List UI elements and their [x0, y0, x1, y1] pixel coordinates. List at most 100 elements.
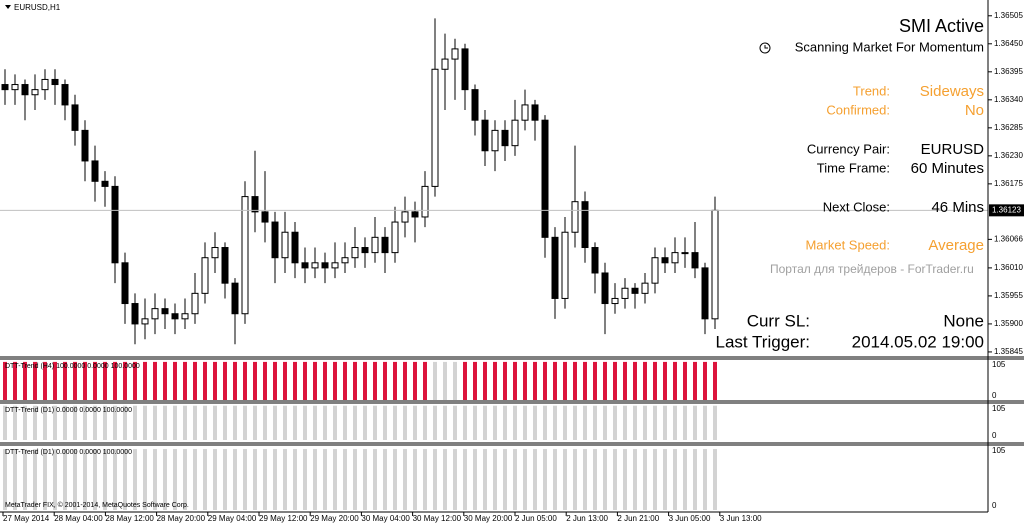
candle-body [161, 308, 169, 315]
indicator-bar [453, 449, 457, 510]
candle-body [121, 262, 129, 305]
indicator-bar [53, 405, 57, 440]
indicator-bar [623, 361, 627, 400]
indicator-bar [693, 449, 697, 510]
row-label: Next Close: [823, 199, 890, 214]
indicator-label: DTT-Trend (D1) 0.0000 0.0000 100.0000 [5, 449, 132, 456]
menu-arrow[interactable] [5, 5, 11, 9]
indicator-bar [563, 449, 567, 510]
indicator-bar [333, 361, 337, 400]
indicator-bar [503, 361, 507, 400]
indicator-bar [123, 405, 127, 440]
candle-body [501, 129, 509, 147]
indicator-bar [463, 449, 467, 510]
x-tick-label: 30 May 12:00 [413, 514, 462, 523]
indicator-bar [153, 405, 157, 440]
indicator-bar [553, 449, 557, 510]
indicator-bar [363, 449, 367, 510]
indicator-bar [173, 405, 177, 440]
big-row-value: None [943, 311, 984, 330]
indicator-bar [63, 361, 67, 400]
indicator-bar [213, 405, 217, 440]
indicator-bar [23, 405, 27, 440]
indicator-bar [323, 405, 327, 440]
big-row-value: 2014.05.02 19:00 [852, 332, 984, 351]
candle-body [521, 104, 529, 121]
indicator-bar [523, 405, 527, 440]
x-tick-label: 29 May 20:00 [310, 514, 359, 523]
candle-body [131, 303, 139, 325]
indicator-bar [313, 405, 317, 440]
candle-body [611, 297, 619, 305]
indicator-bar [223, 361, 227, 400]
candle-body [601, 272, 609, 305]
y-tick-label: 1.36175 [994, 179, 1023, 188]
y-tick-label: 105 [992, 404, 1006, 413]
indicator-bar [693, 405, 697, 440]
candle-body [551, 236, 559, 299]
indicator-bar [713, 361, 717, 400]
row-label: Trend: [853, 83, 890, 98]
indicator-bar [333, 405, 337, 440]
x-tick-label: 27 May 2014 [3, 514, 50, 523]
indicator-bar [673, 449, 677, 510]
indicator-bar [63, 449, 67, 510]
indicator-bar [623, 449, 627, 510]
indicator-bar [413, 449, 417, 510]
indicator-bar [83, 449, 87, 510]
indicator-bar [93, 361, 97, 400]
candle-body [361, 247, 369, 254]
indicator-bar [213, 361, 217, 400]
indicator-bar [433, 449, 437, 510]
indicator-bar [663, 361, 667, 400]
indicator-bar [143, 361, 147, 400]
indicator-bar [343, 405, 347, 440]
candle-body [281, 231, 289, 259]
indicator-bar [193, 449, 197, 510]
candle-body [561, 231, 569, 299]
indicator-bar [33, 405, 37, 440]
indicator-bar [243, 361, 247, 400]
candle-body [181, 313, 189, 320]
y-tick-label: 0 [992, 501, 997, 510]
indicator-bar [403, 361, 407, 400]
indicator-bar [593, 405, 597, 440]
price-axis-bg [988, 0, 1024, 526]
candle-body [251, 196, 259, 213]
candle-body [441, 58, 449, 70]
indicator-bar [263, 449, 267, 510]
indicator-bar [533, 405, 537, 440]
indicator-bar [393, 361, 397, 400]
candle-body [331, 262, 339, 269]
indicator-label: DTT-Trend (D1) 0.0000 0.0000 100.0000 [5, 407, 132, 414]
indicator-bar [573, 405, 577, 440]
indicator-bar [153, 449, 157, 510]
indicator-bar [353, 361, 357, 400]
candle-body [571, 201, 579, 233]
indicator-bar [203, 405, 207, 440]
indicator-bar [343, 361, 347, 400]
candle-body [111, 185, 119, 264]
indicator-bar [713, 405, 717, 440]
indicator-bar [473, 449, 477, 510]
indicator-bar [343, 449, 347, 510]
indicator-bar [603, 405, 607, 440]
candle-body [381, 236, 389, 254]
candle-body [261, 211, 269, 223]
row-label: Market Speed: [805, 237, 890, 252]
indicator-bar [183, 449, 187, 510]
indicator-label: DTT-Trend (H4) 100.0000 0.0000 100.0000 [5, 363, 140, 370]
indicator-bar [603, 449, 607, 510]
indicator-bar [373, 405, 377, 440]
candle-body [401, 211, 409, 223]
x-tick-label: 29 May 12:00 [259, 514, 308, 523]
y-tick-label: 105 [992, 360, 1006, 369]
indicator-bar [13, 405, 17, 440]
y-tick-label: 1.36395 [994, 67, 1023, 76]
indicator-bar [453, 361, 457, 400]
indicator-bar [253, 449, 257, 510]
indicator-bar [663, 449, 667, 510]
indicator-bar [653, 405, 657, 440]
indicator-bar [543, 449, 547, 510]
